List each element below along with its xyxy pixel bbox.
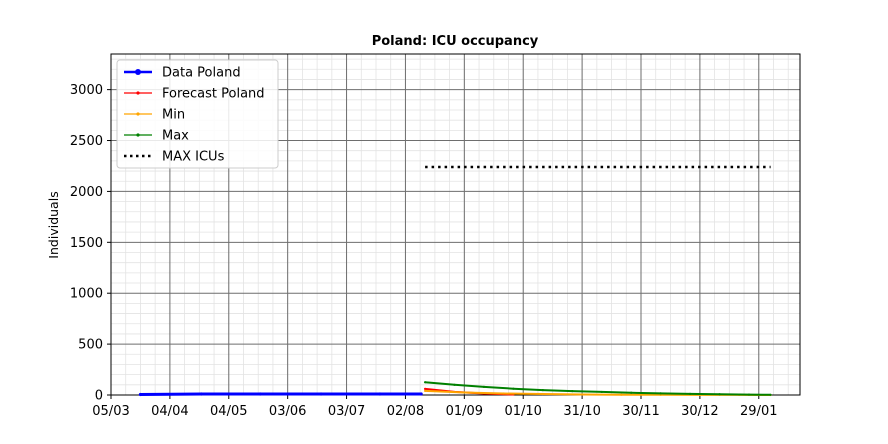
- legend: Data Poland Forecast Poland Min Max MAX ICUs: [116, 59, 279, 169]
- x-tick-label: 29/01: [740, 404, 777, 419]
- data-point-max: [600, 390, 603, 394]
- legend-label-min: Min: [162, 108, 185, 123]
- chart-title: Poland: ICU occupancy: [372, 34, 539, 49]
- legend-label-forecast-poland: Forecast Poland: [162, 87, 265, 102]
- data-point-forecast-poland: [423, 387, 427, 390]
- data-point-max: [541, 389, 544, 392]
- legend-label-max-icus: MAX ICUs: [162, 150, 225, 165]
- data-point-data-poland: [419, 392, 423, 396]
- data-point-data-poland: [138, 392, 143, 397]
- data-point-max: [512, 387, 515, 390]
- data-point-max: [423, 381, 427, 384]
- x-tick-label: 05/03: [92, 404, 129, 419]
- data-point-data-poland: [199, 392, 203, 396]
- x-tick-label: 31/10: [563, 404, 600, 419]
- y-tick-label: 2500: [70, 134, 103, 149]
- data-point-min: [463, 391, 466, 394]
- data-point-max: [630, 391, 633, 394]
- legend-marker-min: [136, 112, 140, 116]
- x-tick-label: 01/09: [446, 404, 483, 419]
- legend-label-max: Max: [162, 129, 189, 144]
- data-point-min: [423, 389, 427, 393]
- x-tick-label: 04/05: [210, 404, 247, 419]
- x-tick-label: 30/12: [681, 404, 718, 419]
- x-tick-label: 04/04: [151, 404, 188, 419]
- y-axis-label: Individuals: [46, 191, 61, 258]
- legend-label-data-poland: Data Poland: [162, 66, 241, 81]
- x-tick-label: 03/06: [269, 404, 306, 419]
- data-point-min: [502, 392, 505, 395]
- major-grid: [111, 54, 800, 395]
- data-point-min: [581, 393, 584, 396]
- data-point-max: [747, 393, 751, 396]
- data-point-data-poland: [378, 392, 382, 396]
- legend-box: [116, 59, 279, 169]
- y-axis: 0 500 1000 1500 2000 2500 3000: [70, 83, 111, 404]
- x-tick-label: 30/11: [622, 404, 659, 419]
- y-tick-label: 1000: [70, 287, 103, 302]
- x-axis: 05/03 04/04 04/05 03/06 03/07 02/08 01/09 01/10…: [92, 395, 778, 419]
- y-tick-label: 3000: [70, 83, 103, 98]
- series-line-data-poland: [140, 392, 422, 396]
- legend-marker-max: [136, 133, 140, 137]
- y-tick-label: 2000: [70, 185, 103, 200]
- legend-marker-forecast-poland: [136, 91, 140, 95]
- data-point-data-poland: [258, 392, 262, 396]
- legend-marker-data-poland: [135, 69, 141, 75]
- y-tick-label: 1500: [70, 236, 103, 251]
- data-point-max: [482, 385, 486, 388]
- data-point-max: [659, 392, 662, 395]
- plot-area: [110, 53, 801, 396]
- data-point-max: [571, 390, 574, 393]
- x-tick-label: 02/08: [387, 404, 424, 419]
- data-point-max: [453, 383, 456, 386]
- x-tick-label: 01/10: [504, 404, 541, 419]
- data-point-max: [718, 393, 721, 396]
- x-tick-label: 03/07: [328, 404, 365, 419]
- data-point-max: [769, 393, 772, 396]
- data-point-max: [688, 392, 692, 395]
- y-tick-label: 0: [95, 389, 103, 404]
- series-layer: [138, 165, 772, 397]
- y-tick-label: 500: [78, 338, 103, 353]
- data-point-min: [620, 393, 623, 396]
- data-point-data-poland: [319, 392, 323, 396]
- data-point-min: [541, 392, 544, 396]
